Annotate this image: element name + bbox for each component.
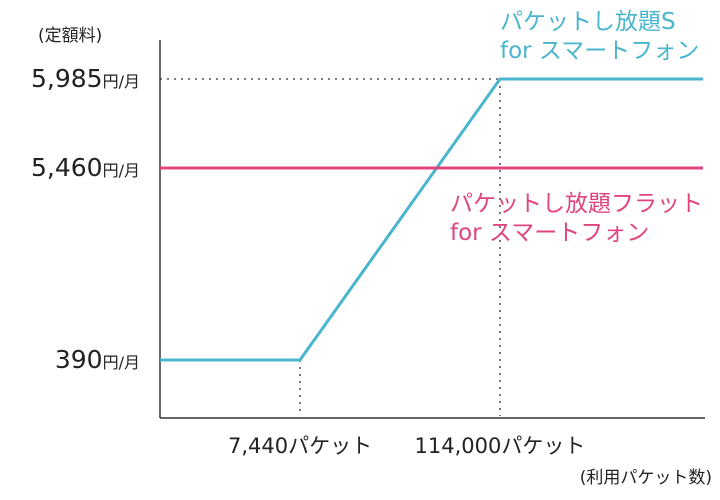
series-line-0	[160, 77, 703, 362]
guide-lines	[160, 78, 501, 416]
y-tick-value: 390	[54, 345, 103, 374]
x-axis-label: (利用パケット数)	[579, 468, 712, 488]
y-tick-unit: 円/月	[102, 72, 140, 91]
series-label-line: for スマートフォン	[500, 37, 700, 64]
series-label-packet-flat: パケットし放題フラット for スマートフォン	[450, 190, 703, 248]
y-tick-390: 390円/月	[55, 347, 140, 372]
series-label-packet-s: パケットし放題S for スマートフォン	[500, 8, 699, 66]
y-tick-value: 5,985	[31, 64, 103, 93]
y-axis-label: (定額料)	[38, 26, 103, 46]
series-label-line: for スマートフォン	[450, 219, 650, 246]
series-label-line: パケットし放題S	[500, 9, 676, 35]
x-tick-7440: 7,440パケット	[228, 434, 373, 458]
y-tick-unit: 円/月	[102, 161, 140, 180]
y-tick-5460: 5,460円/月	[31, 155, 140, 180]
y-tick-value: 5,460	[31, 153, 103, 182]
y-tick-unit: 円/月	[102, 353, 140, 372]
y-tick-5985: 5,985円/月	[31, 66, 140, 91]
series-label-line: パケットし放題フラット	[450, 191, 703, 217]
x-tick-114000: 114,000パケット	[414, 434, 586, 458]
series-lines	[160, 77, 703, 362]
